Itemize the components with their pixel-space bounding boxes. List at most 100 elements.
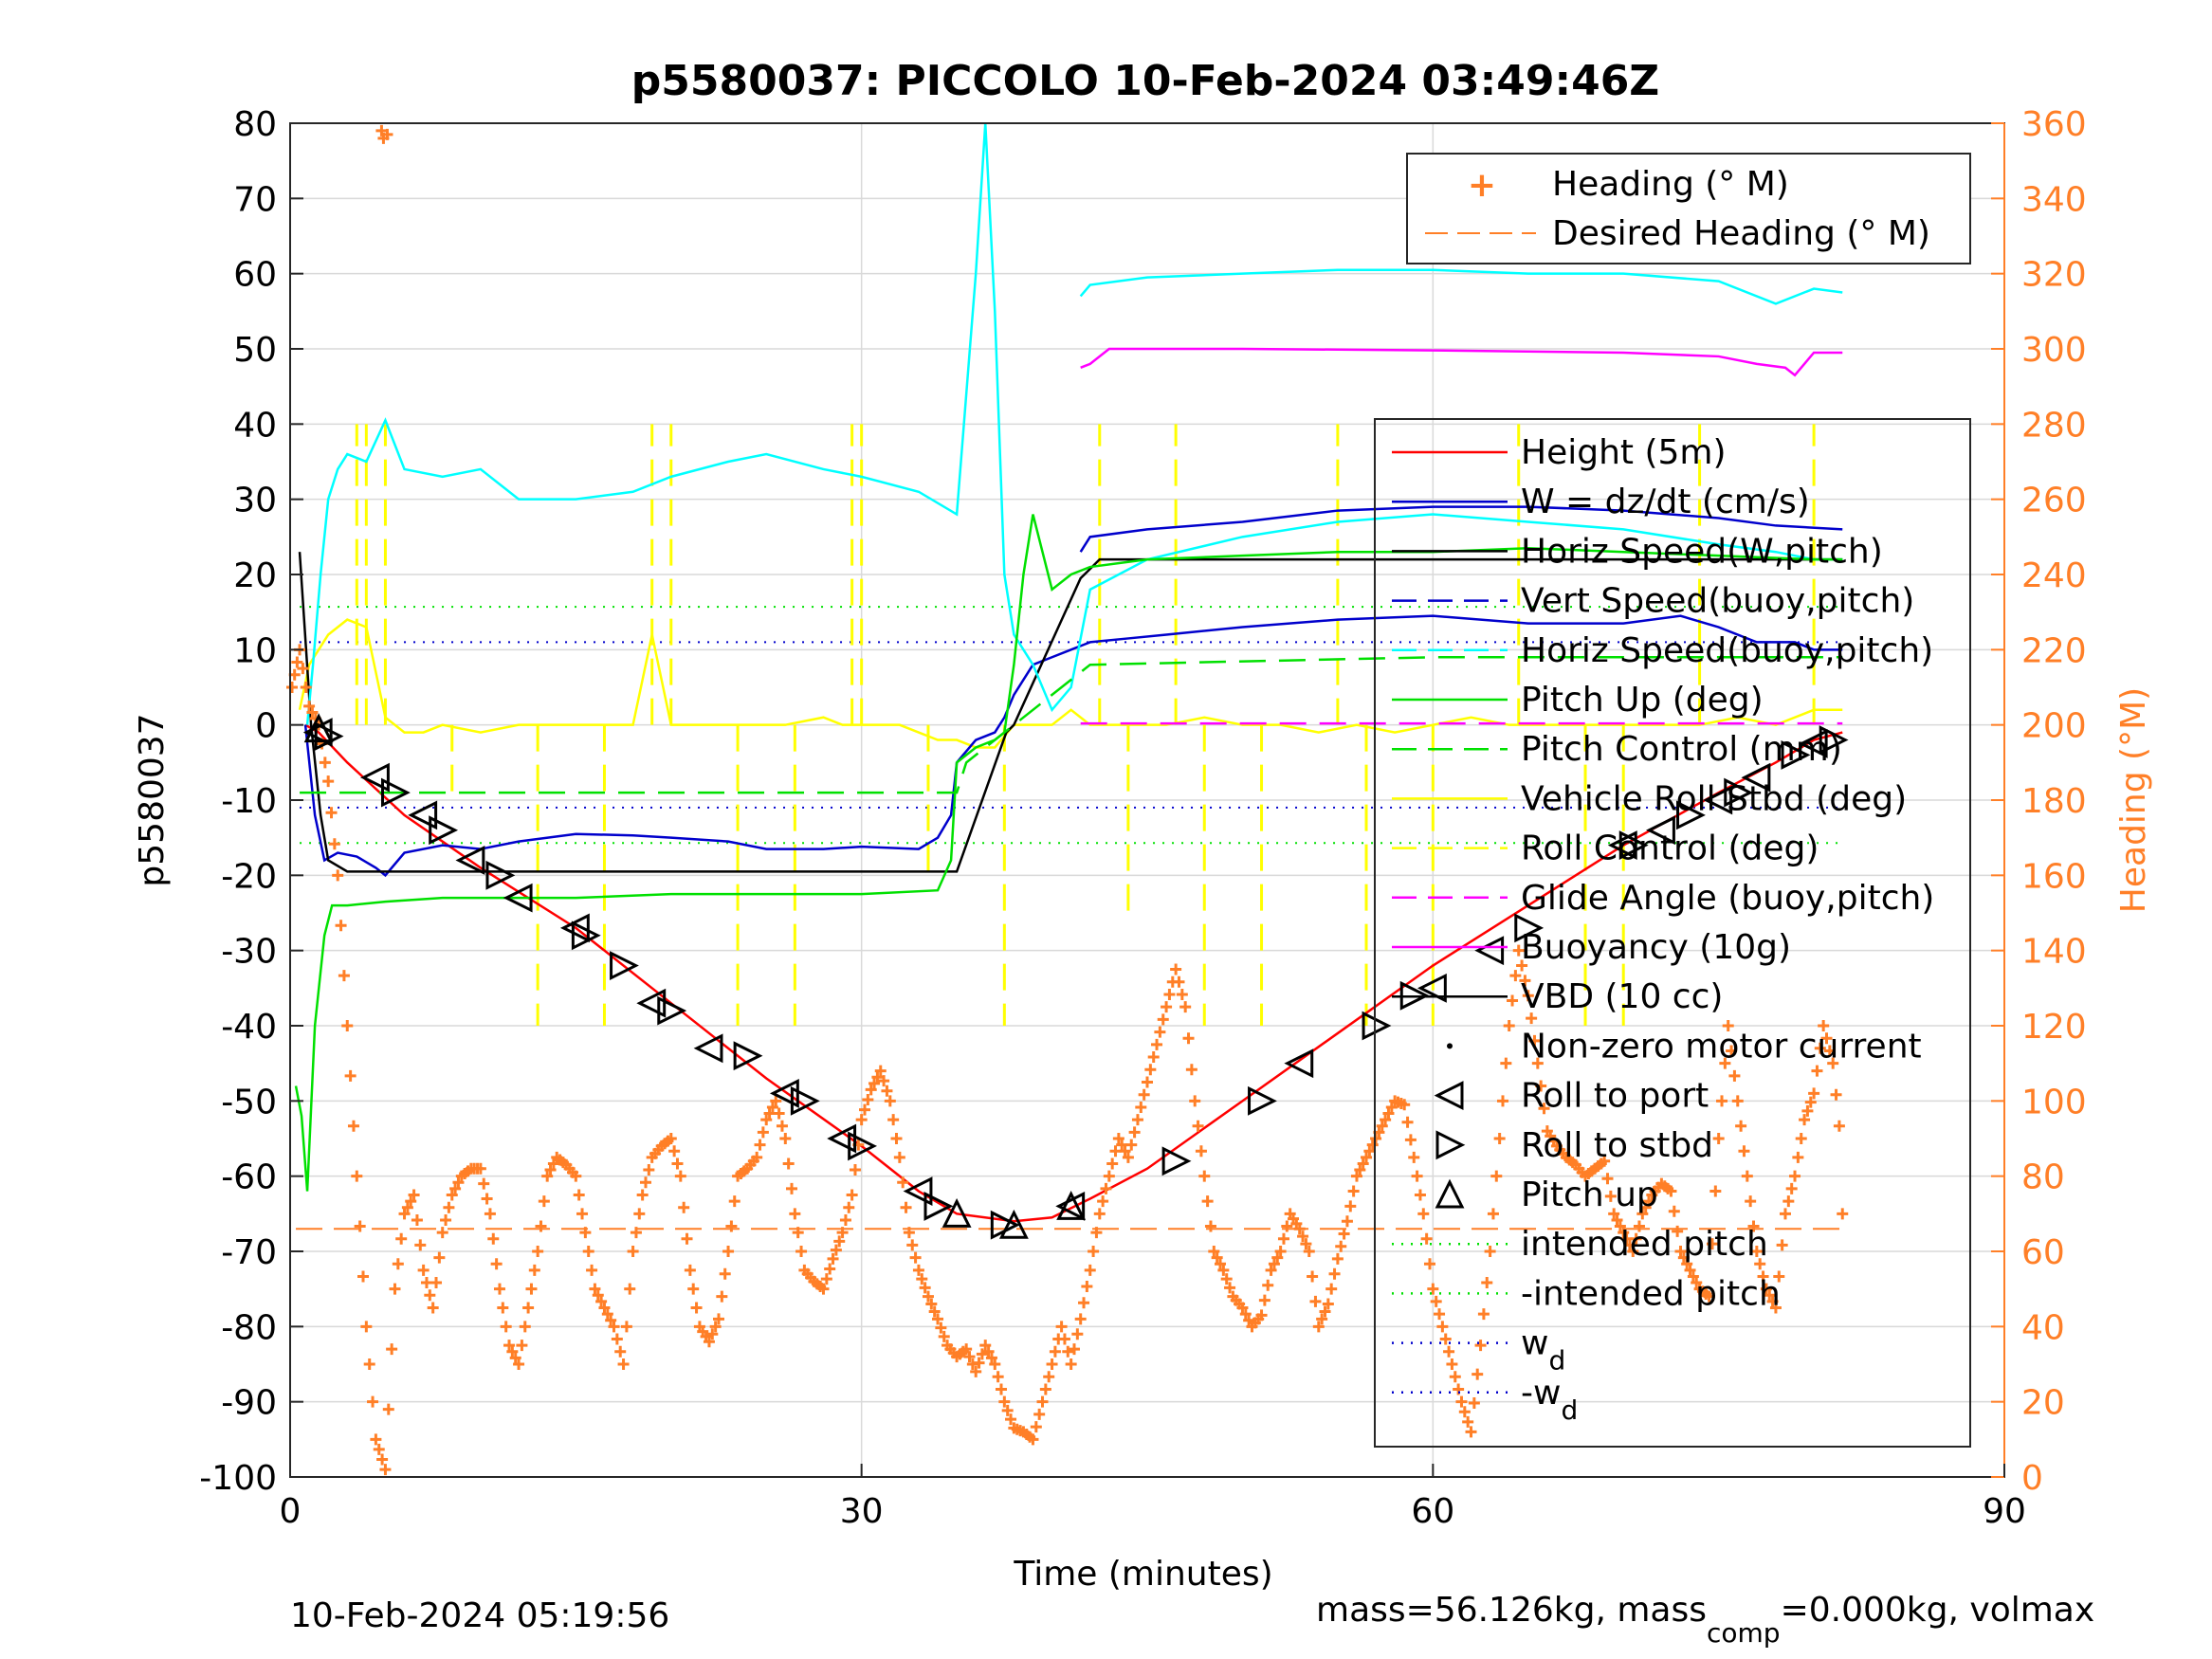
heading-point — [1801, 1104, 1814, 1117]
heading-point — [1446, 1358, 1458, 1370]
y-tick-label: -40 — [221, 1008, 277, 1047]
heading-point — [1347, 1185, 1360, 1197]
heading-point — [849, 1164, 861, 1176]
legend-label-text: W = dz/dt (cm/s) — [1521, 483, 1810, 521]
heading-point — [1731, 1095, 1744, 1107]
heading-point — [1274, 1246, 1287, 1257]
heading-point — [630, 1227, 642, 1239]
roll-to-port-marker — [455, 846, 485, 875]
heading-point — [1522, 990, 1534, 1002]
heading-point — [1074, 1313, 1087, 1325]
series-pitch-up-deg — [294, 514, 1843, 1192]
x-axis-label: Time (minutes) — [1013, 1555, 1272, 1594]
heading-point — [1601, 1173, 1614, 1185]
heading-point — [855, 1114, 868, 1126]
roll-to-stbd-marker — [1819, 725, 1849, 755]
vehicle-roll-line — [298, 618, 1843, 749]
heading-point — [1049, 1345, 1061, 1358]
heading-point — [1792, 1151, 1804, 1163]
heading-point — [1417, 1208, 1430, 1220]
heading-point — [1823, 1045, 1836, 1057]
legend-label-text: Glide Angle (buoy,pitch) — [1521, 879, 1934, 918]
heading-point — [503, 1340, 516, 1352]
heading-point — [1636, 1208, 1649, 1220]
heading-point — [1785, 1182, 1798, 1194]
heading-point — [1217, 1264, 1230, 1276]
series-height-5m — [304, 723, 1843, 1223]
y-tick-label: -20 — [221, 857, 277, 896]
heading-point — [1833, 1120, 1845, 1132]
heading-point — [639, 1176, 651, 1189]
legend-label: VBD (10 cc) — [1521, 977, 1723, 1016]
heading-point — [1799, 1114, 1811, 1126]
heading-point — [1335, 1240, 1347, 1252]
heading-point — [1138, 1088, 1150, 1101]
heading-point — [1198, 1170, 1211, 1182]
heading-point — [544, 1164, 557, 1176]
heading-point — [1033, 1408, 1046, 1420]
heading-point — [976, 1348, 988, 1360]
heading-point — [386, 1343, 398, 1356]
heading-point — [779, 1133, 792, 1144]
heading-point — [989, 1358, 1001, 1370]
heading-point — [725, 1220, 738, 1232]
plot-area — [286, 122, 2005, 1478]
heading-point — [1239, 1308, 1252, 1321]
heading-point — [789, 1208, 801, 1220]
heading-point — [979, 1340, 992, 1352]
heading-point — [1434, 1308, 1446, 1321]
heading-point — [846, 1189, 858, 1201]
y-tick-label: 50 — [233, 331, 277, 370]
heading-point — [998, 1395, 1011, 1408]
heading-point — [509, 1352, 521, 1364]
heading-point — [1001, 1404, 1014, 1416]
roll-to-port-marker — [408, 800, 438, 830]
heading-point — [1738, 1145, 1750, 1158]
heading-point — [1293, 1223, 1306, 1235]
heading-point — [1789, 1170, 1801, 1182]
heading-point — [1316, 1313, 1328, 1325]
heading-point — [1672, 1225, 1684, 1237]
y-tick-label: -10 — [221, 782, 277, 821]
legend-main: Height (5m) W = dz/dt (cm/s) Horiz Speed(W… — [1374, 418, 1971, 1448]
heading-point — [1614, 1220, 1626, 1232]
heading-point — [1189, 1095, 1201, 1107]
heading-point — [1078, 1297, 1090, 1309]
y2-tick-label: 100 — [2021, 1083, 2087, 1121]
heading-point — [1703, 1290, 1715, 1303]
heading-point — [751, 1151, 763, 1163]
roll-to-stbd-marker — [1161, 1146, 1192, 1176]
heading-point — [1322, 1298, 1334, 1310]
heading-point — [528, 1264, 540, 1276]
roll-to-port-marker — [1646, 815, 1675, 846]
y2-tick-label: 360 — [2021, 105, 2087, 144]
series-horiz-speed-buoy-pitch — [305, 122, 1843, 725]
heading-point — [614, 1345, 627, 1358]
roll-to-stbd-marker — [1781, 739, 1811, 770]
heading-point — [719, 1267, 731, 1280]
heading-point — [1309, 1295, 1322, 1307]
heading-point — [541, 1170, 554, 1182]
heading-point — [824, 1263, 836, 1275]
y-tick-label: -70 — [221, 1233, 277, 1272]
heading-point — [382, 1403, 394, 1415]
heading-point — [782, 1158, 795, 1170]
series-layer — [294, 122, 1843, 1223]
heading-point — [1639, 1201, 1652, 1213]
heading-point — [674, 1170, 686, 1182]
heading-point — [1211, 1251, 1223, 1264]
roll-to-stbd-marker — [790, 1085, 820, 1116]
heading-point — [1439, 1333, 1452, 1345]
y2-tick-label: 220 — [2021, 631, 2087, 670]
heading-point — [1706, 1238, 1718, 1250]
y-tick-label: 10 — [233, 631, 277, 670]
heading-point — [776, 1120, 788, 1132]
heading-point — [1030, 1421, 1042, 1433]
roll-to-stbd-marker — [733, 1041, 763, 1071]
footer-mass-a: mass=56.126kg, mass — [1316, 1591, 1707, 1630]
heading-point — [1818, 1020, 1830, 1031]
heading-point — [900, 1201, 912, 1213]
heading-point — [716, 1290, 728, 1303]
heading-point — [1674, 1246, 1687, 1257]
heading-point — [1538, 1103, 1550, 1115]
